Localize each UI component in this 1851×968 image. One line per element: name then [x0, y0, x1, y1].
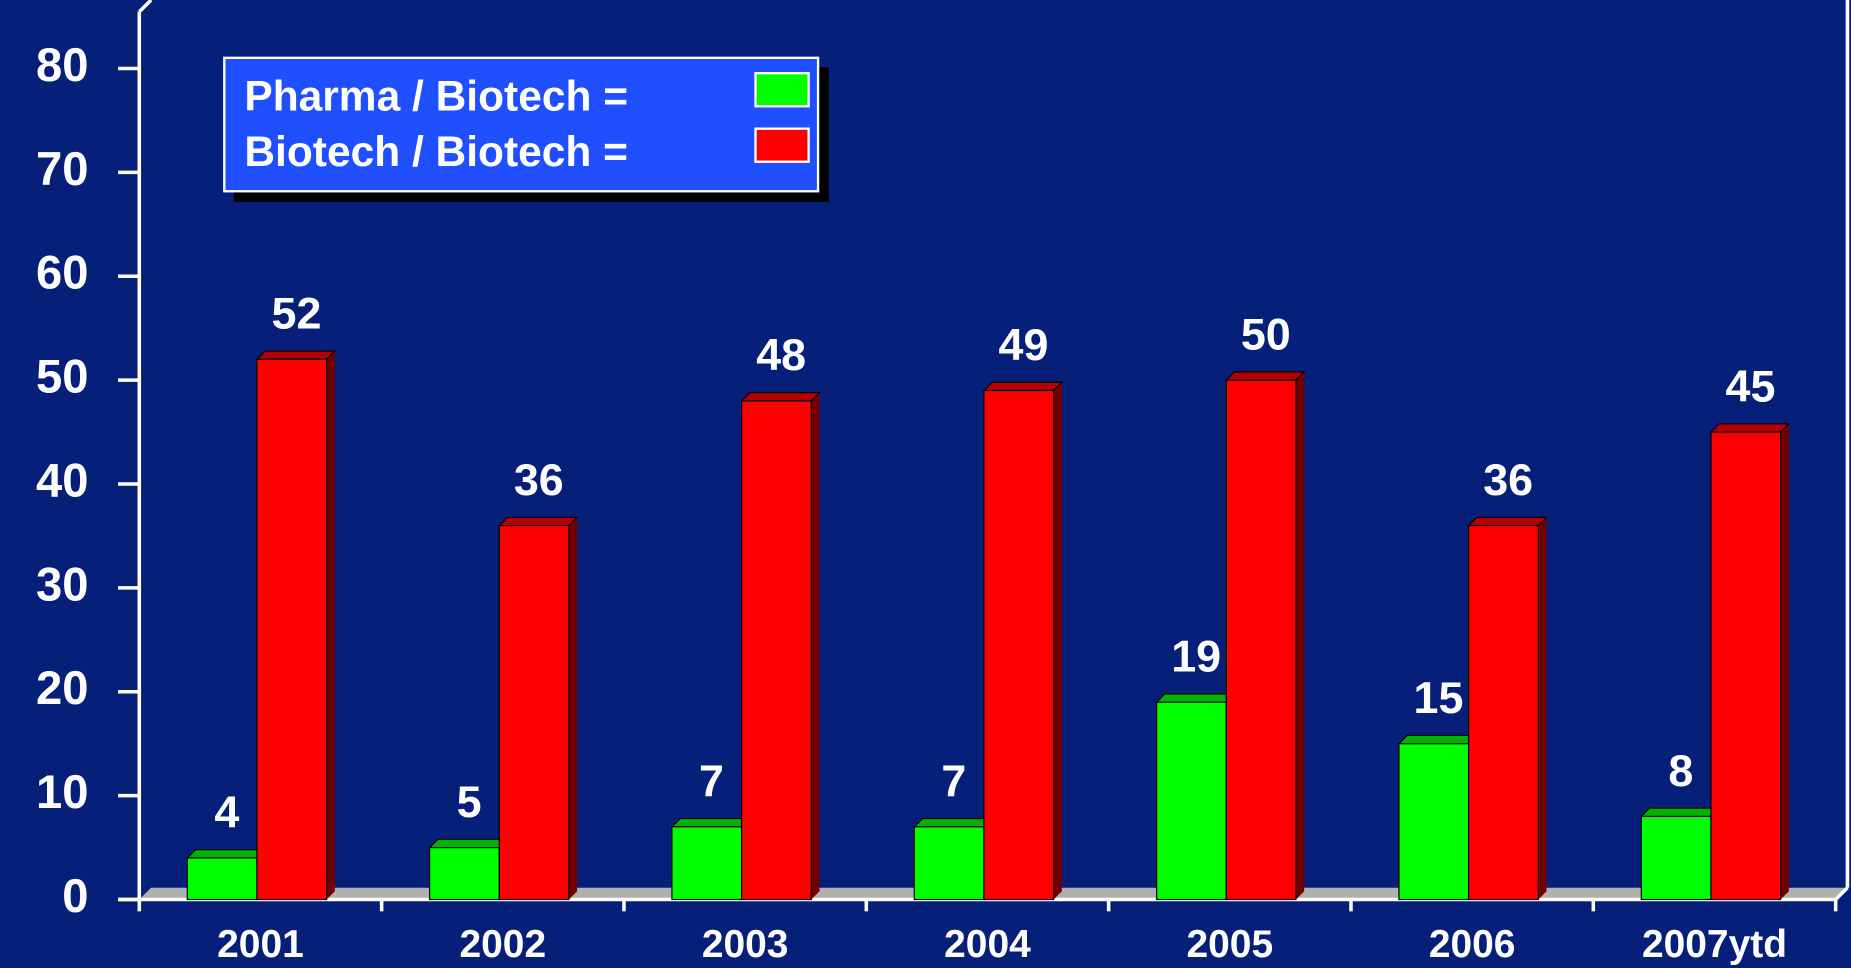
y-tick-label: 0: [62, 870, 88, 923]
y-tick-label: 20: [36, 662, 89, 715]
bar: [256, 358, 328, 901]
bar: [1468, 524, 1539, 901]
data-label: 36: [1483, 454, 1533, 505]
bar: [498, 524, 570, 901]
data-label: 36: [514, 454, 564, 505]
data-label: 45: [1726, 360, 1776, 411]
bar-top: [912, 817, 994, 828]
bar-top: [185, 849, 267, 859]
bar-side: [326, 351, 335, 900]
data-label: 50: [1241, 308, 1291, 359]
bar: [983, 389, 1055, 901]
bar-top: [1709, 423, 1791, 433]
legend-box: [223, 56, 820, 193]
y-tick-label: 80: [36, 39, 89, 92]
y-tick-label: 30: [36, 558, 89, 611]
x-tick-label: 2001: [217, 923, 304, 966]
data-label: 15: [1414, 672, 1464, 723]
bar-top: [1224, 371, 1306, 381]
bar: [186, 857, 258, 901]
x-tick-label: 2003: [702, 923, 789, 966]
bar: [1398, 743, 1470, 901]
bar-top: [1467, 516, 1548, 527]
x-tick-label: 2005: [1186, 923, 1273, 966]
y-tick-label: 50: [36, 351, 89, 404]
data-label: 19: [1171, 630, 1221, 681]
bar: [741, 400, 812, 901]
bar-top: [670, 817, 752, 828]
data-label: 8: [1668, 745, 1693, 796]
bar-top: [255, 350, 337, 360]
bar-side: [1053, 382, 1062, 900]
data-label: 49: [999, 319, 1049, 370]
bar: [1156, 701, 1227, 901]
bar-side: [1780, 423, 1789, 900]
bar-side: [1295, 371, 1305, 900]
y-tick-label: 40: [36, 454, 89, 507]
data-label: 7: [699, 755, 724, 806]
data-label: 48: [756, 329, 806, 380]
bar-top: [982, 381, 1064, 392]
bar-top: [740, 392, 821, 402]
legend-swatch: [754, 72, 810, 108]
y-tick-label: 60: [36, 247, 89, 300]
data-label: 5: [457, 776, 482, 827]
legend: [223, 56, 829, 202]
legend-label: Pharma / Biotech =: [244, 73, 628, 120]
bar: [1710, 431, 1782, 901]
axis-edge: [138, 0, 153, 14]
bar: [1225, 379, 1297, 901]
data-label: 52: [272, 288, 322, 339]
y-tick-label: 10: [36, 766, 89, 819]
bar: [671, 826, 743, 901]
x-tick-label: 2002: [459, 923, 546, 966]
x-tick-label: 2006: [1429, 923, 1516, 966]
legend-label: Biotech / Biotech =: [244, 129, 628, 176]
bar: [1640, 815, 1712, 901]
x-tick-label: 2007ytd: [1642, 923, 1787, 966]
legend-swatch: [754, 127, 810, 163]
bar: [429, 846, 500, 901]
bar-top: [428, 838, 509, 849]
bar-top: [1639, 807, 1721, 818]
bar-side: [1538, 517, 1547, 900]
data-label: 4: [214, 786, 239, 837]
bar-side: [568, 517, 578, 900]
bar: [913, 826, 985, 901]
data-label: 7: [941, 755, 966, 806]
bar-top: [1397, 734, 1479, 745]
bar-top: [497, 516, 579, 527]
bar-top: [1155, 693, 1236, 703]
bar-side: [811, 392, 820, 900]
axis-edge: [1834, 886, 1849, 901]
y-tick-label: 70: [36, 143, 89, 196]
x-tick-label: 2004: [944, 923, 1031, 966]
